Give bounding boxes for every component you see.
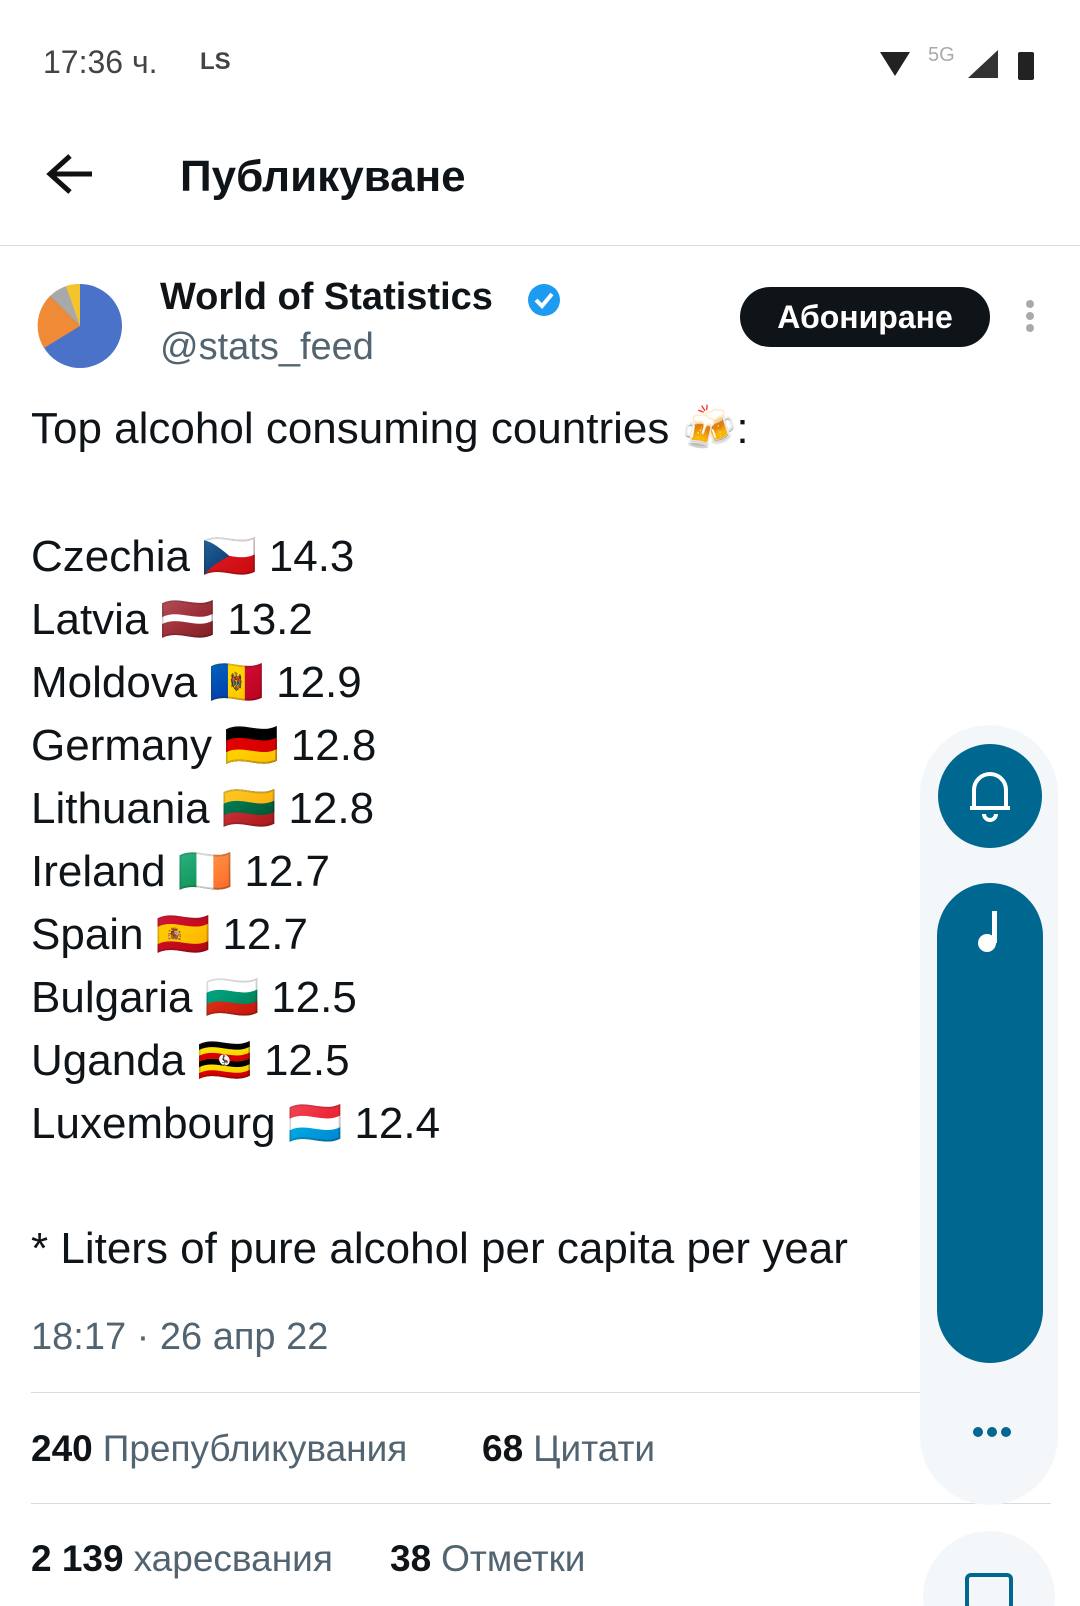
flag: 🇱🇹 — [221, 784, 277, 833]
post-timestamp: 18:17 · 26 апр 22 — [31, 1316, 329, 1358]
status-icons — [880, 50, 1034, 80]
flag: 🇮🇪 — [177, 847, 233, 896]
divider — [31, 1503, 1051, 1504]
value: 12.8 — [290, 721, 377, 770]
author-name[interactable]: World of Statistics — [160, 276, 493, 318]
post-row: Uganda 🇺🇬 12.5 — [31, 1034, 362, 1086]
country: Ireland — [31, 847, 166, 896]
country: Latvia — [31, 595, 149, 644]
status-network: 5G — [928, 44, 955, 66]
country: Uganda — [31, 1036, 186, 1085]
flag: 🇲🇩 — [209, 658, 265, 707]
country: Bulgaria — [31, 973, 193, 1022]
stat-label: харесвания — [133, 1538, 333, 1579]
post-row: Ireland 🇮🇪 12.7 — [31, 845, 342, 897]
country: Lithuania — [31, 784, 210, 833]
flag: 🇺🇬 — [197, 1036, 252, 1085]
stat-count: 240 — [31, 1428, 93, 1469]
stat-label: Препубликувания — [102, 1428, 408, 1469]
more-menu[interactable] — [1022, 298, 1038, 338]
panel-more[interactable] — [970, 1424, 1014, 1440]
bottom-button[interactable] — [920, 1525, 1058, 1606]
subscribe-button[interactable]: Абониране — [740, 287, 990, 347]
stat[interactable]: 38 Отметки — [390, 1538, 585, 1580]
flag: 🇪🇸 — [155, 910, 211, 959]
country: Moldova — [31, 658, 198, 707]
stat-label: Цитати — [533, 1428, 656, 1469]
music-panel[interactable] — [937, 883, 1043, 1363]
value: 12.9 — [276, 658, 362, 707]
value: 12.7 — [222, 910, 308, 959]
value: 13.2 — [227, 595, 313, 644]
post-intro: Top alcohol consuming countries 🍻: — [31, 404, 749, 453]
back-button[interactable] — [46, 152, 96, 196]
avatar[interactable] — [36, 282, 124, 370]
divider — [0, 245, 1080, 246]
country: Spain — [31, 910, 144, 959]
country: Czechia — [31, 532, 190, 581]
value: 12.5 — [263, 1036, 350, 1085]
post-row: Latvia 🇱🇻 13.2 — [31, 593, 325, 645]
post-row: Luxembourg 🇱🇺 12.4 — [31, 1097, 452, 1149]
stat[interactable]: 68 Цитати — [482, 1428, 655, 1470]
flag: 🇱🇻 — [160, 595, 216, 644]
status-time: 17:36 ч. — [43, 44, 158, 80]
value: 12.7 — [244, 847, 330, 896]
value: 12.4 — [354, 1099, 441, 1148]
status-carrier: LS — [200, 48, 231, 75]
post-row: Czechia 🇨🇿 14.3 — [31, 530, 366, 582]
post-footnote: * Liters of pure alcohol per capita per … — [31, 1224, 848, 1273]
post-row: Germany 🇩🇪 12.8 — [31, 719, 388, 771]
value: 12.8 — [288, 784, 375, 833]
author-handle[interactable]: @stats_feed — [160, 326, 374, 368]
flag: 🇨🇿 — [201, 532, 257, 581]
country: Germany — [31, 721, 212, 770]
stat[interactable]: 2 139 харесвания — [31, 1538, 333, 1580]
post-row: Lithuania 🇱🇹 12.8 — [31, 782, 386, 834]
stat-count: 2 139 — [31, 1538, 124, 1579]
value: 14.3 — [268, 532, 355, 581]
bell-button[interactable] — [936, 742, 1044, 850]
divider — [31, 1392, 1051, 1393]
country: Luxembourg — [31, 1099, 276, 1148]
flag: 🇩🇪 — [223, 721, 279, 770]
stat[interactable]: 240 Препубликувания — [31, 1428, 407, 1470]
flag: 🇧🇬 — [204, 973, 260, 1022]
stat-count: 68 — [482, 1428, 524, 1469]
post-row: Moldova 🇲🇩 12.9 — [31, 656, 374, 708]
stat-label: Отметки — [441, 1538, 586, 1579]
post-row: Spain 🇪🇸 12.7 — [31, 908, 320, 960]
post-row: Bulgaria 🇧🇬 12.5 — [31, 971, 369, 1023]
value: 12.5 — [271, 973, 357, 1022]
verified-badge — [528, 284, 560, 316]
stat-count: 38 — [390, 1538, 432, 1579]
flag: 🇱🇺 — [287, 1099, 343, 1148]
header-title: Публикуване — [180, 152, 466, 201]
